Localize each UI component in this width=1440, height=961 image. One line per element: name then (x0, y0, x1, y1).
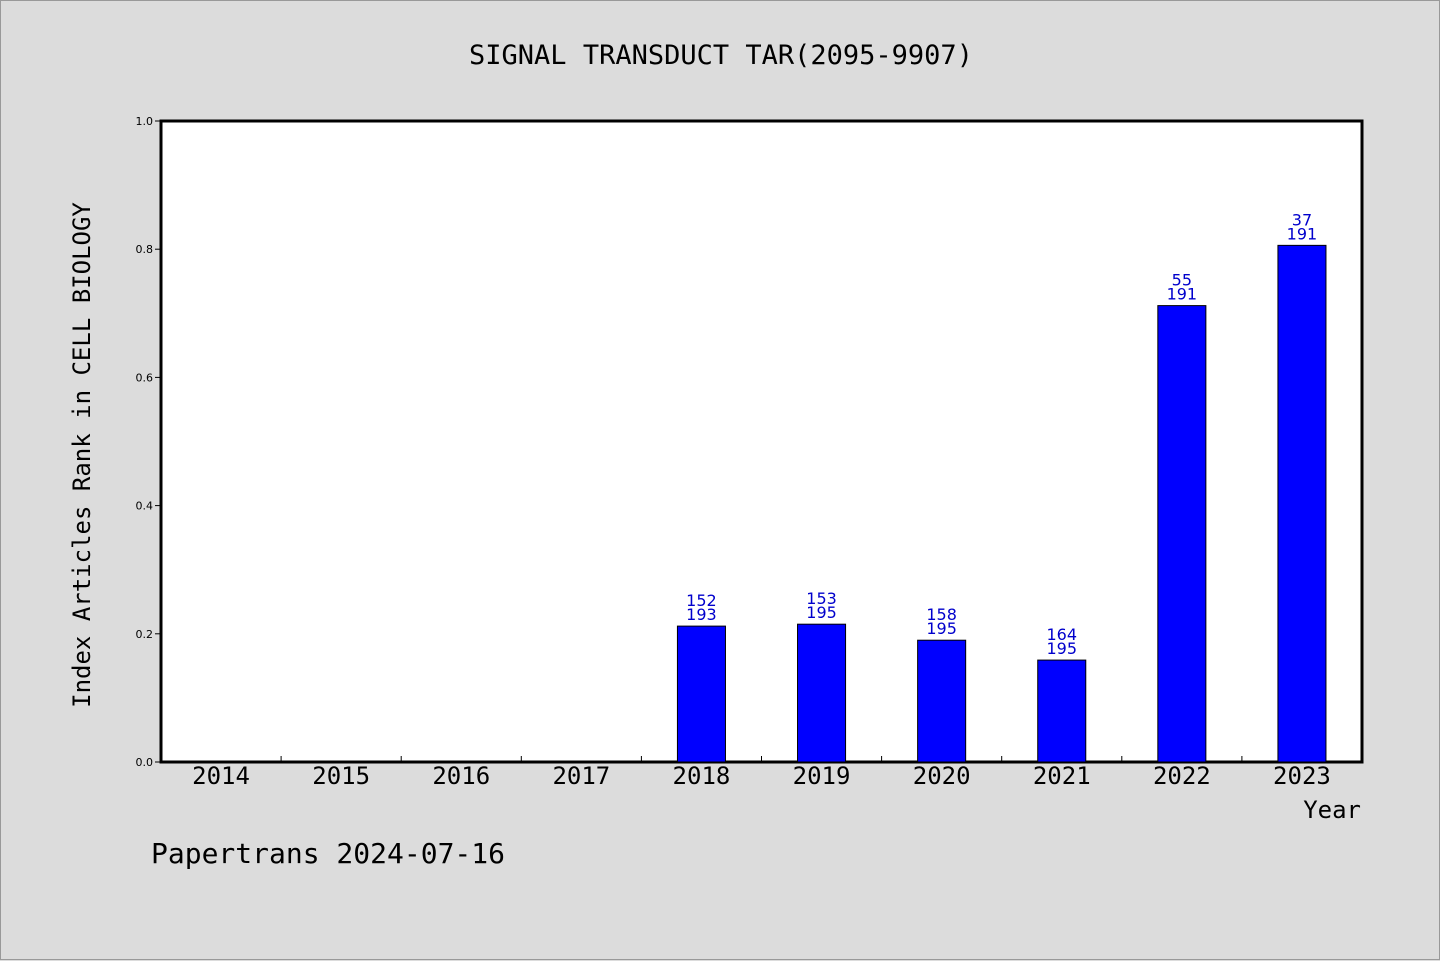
y-tick-label: 0.4 (136, 500, 154, 513)
bar-2023 (1277, 244, 1327, 763)
x-axis-label: Year (1303, 796, 1361, 824)
bar-2022 (1157, 305, 1207, 763)
x-tick-label: 2021 (1033, 762, 1091, 790)
bar-label-total: 191 (1167, 285, 1198, 304)
x-tick-label: 2016 (432, 762, 490, 790)
bar-label-rank: 164 (1046, 625, 1077, 644)
x-tick-label: 2018 (673, 762, 731, 790)
y-tick-label: 0.2 (136, 628, 154, 641)
bar-series (676, 244, 1327, 763)
bar-2021 (1037, 659, 1087, 763)
x-tick-label: 2017 (552, 762, 610, 790)
y-axis-label: Index Articles Rank in CELL BIOLOGY (68, 202, 96, 708)
bar-label-total: 195 (806, 603, 837, 622)
x-tick-label: 2015 (312, 762, 370, 790)
x-tick-label: 2022 (1153, 762, 1211, 790)
bar-label-rank: 55 (1172, 271, 1192, 290)
bar-2018 (676, 625, 726, 763)
bar-2019 (797, 623, 847, 763)
x-tick-label: 2020 (913, 762, 971, 790)
x-tick-label: 2023 (1273, 762, 1331, 790)
y-tick-label: 0.8 (136, 243, 154, 256)
y-tick-label: 1.0 (136, 115, 154, 128)
bar-2020 (917, 639, 967, 763)
y-tick-label: 0.6 (136, 371, 154, 384)
y-axis: 0.0 0.2 0.4 0.6 0.8 1.0 (136, 115, 161, 769)
bar-label-total: 191 (1287, 224, 1318, 243)
footer-text: Papertrans 2024-07-16 (151, 837, 505, 870)
x-tick-label: 2014 (192, 762, 250, 790)
x-tick-label: 2019 (793, 762, 851, 790)
bar-label-rank: 152 (686, 591, 717, 610)
bar-label-total: 195 (1046, 639, 1077, 658)
x-axis: 2014 2015 2016 2017 2018 2019 2020 2021 2022 2023 (192, 756, 1331, 790)
bar-label-rank: 153 (806, 589, 837, 608)
bar-label-rank: 37 (1292, 210, 1312, 229)
chart-title: SIGNAL TRANSDUCT TAR(2095-9907) (469, 40, 973, 71)
y-tick-label: 0.0 (136, 756, 154, 769)
bar-label-total: 195 (926, 619, 957, 638)
bar-label-total: 193 (686, 605, 717, 624)
bar-label-rank: 158 (926, 605, 957, 624)
